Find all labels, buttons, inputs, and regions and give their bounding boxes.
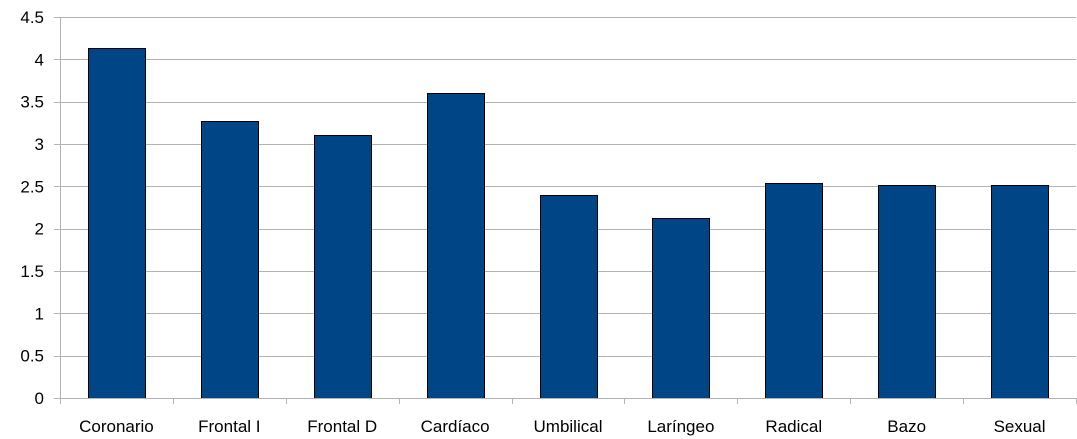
y-tick-label: 2.5 <box>20 177 44 196</box>
y-tick-label: 1.5 <box>20 262 44 281</box>
x-tick-label: Coronario <box>79 417 154 436</box>
y-tick-label: 3 <box>35 135 44 154</box>
x-tick-label: Sexual <box>994 417 1046 436</box>
x-tick-label: Radical <box>765 417 822 436</box>
x-tick-labels: Coronario Frontal I Frontal D Cardíaco Umbil… <box>79 417 1045 436</box>
y-tick-label: 0.5 <box>20 347 44 366</box>
y-tick-label: 1 <box>35 304 44 323</box>
axes <box>54 17 1077 404</box>
bar-coronario <box>88 48 146 399</box>
y-tick-label: 3.5 <box>20 93 44 112</box>
x-tick-label: Frontal D <box>307 417 377 436</box>
bar-umbilical <box>540 195 598 399</box>
y-tick-label: 0 <box>35 389 44 408</box>
bars <box>88 48 1049 399</box>
bar-frontal-d <box>314 135 372 399</box>
y-tick-label: 4 <box>35 50 44 69</box>
y-tick-labels: 0 0.5 1 1.5 2 2.5 3 3.5 4 4.5 <box>20 8 44 408</box>
y-tick-label: 4.5 <box>20 8 44 27</box>
bar-radical <box>765 183 823 399</box>
x-tick-label: Cardíaco <box>421 417 490 436</box>
bar-card-aco <box>427 93 485 399</box>
bar-frontal-i <box>201 121 259 399</box>
x-tick-label: Laríngeo <box>647 417 714 436</box>
y-tick-label: 2 <box>35 220 44 239</box>
x-tick-label: Bazo <box>887 417 926 436</box>
x-tick-label: Umbilical <box>534 417 603 436</box>
bar-bazo <box>878 185 936 399</box>
x-tick-label: Frontal I <box>198 417 260 436</box>
bar-lar-ngeo <box>652 218 710 399</box>
bar-sexual <box>991 185 1049 399</box>
